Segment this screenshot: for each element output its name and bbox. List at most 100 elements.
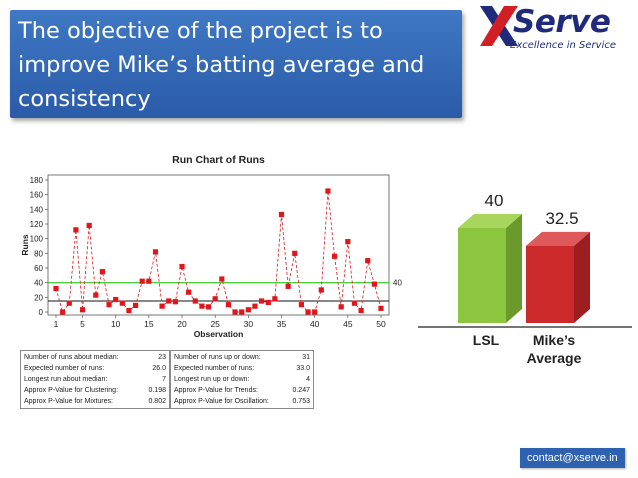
data-point <box>93 292 99 298</box>
stats-value: 33.0 <box>296 365 310 372</box>
data-point <box>60 309 66 315</box>
y-tick-label: 80 <box>34 249 43 258</box>
stats-value: 26.0 <box>152 365 166 372</box>
x-tick-label: 15 <box>144 319 154 329</box>
stats-label: Longest run up or down: <box>174 376 250 383</box>
series-line <box>55 190 382 313</box>
data-point <box>312 309 318 315</box>
data-point <box>152 249 159 255</box>
stats-value: 4 <box>306 376 310 383</box>
y-tick-label: 180 <box>30 176 44 185</box>
data-point <box>159 303 165 309</box>
y-axis-label: Runs <box>20 234 30 256</box>
data-point <box>219 276 225 282</box>
data-point <box>298 302 305 308</box>
logo-wordmark: Serve <box>513 4 611 40</box>
stats-label: Expected number of runs: <box>174 365 255 372</box>
stats-label: Approx P-Value for Clustering: <box>24 387 119 394</box>
data-point <box>86 222 92 229</box>
bar-value-label: 32.5 <box>545 209 578 228</box>
data-point <box>79 307 86 313</box>
stats-value: 0.198 <box>148 387 166 394</box>
slide-title: The objective of the project is to impro… <box>18 18 425 112</box>
bar <box>458 228 506 323</box>
data-point <box>338 304 344 310</box>
data-point <box>245 307 251 313</box>
data-point <box>99 269 106 275</box>
plot-frame <box>47 174 390 316</box>
stats-row: Approx P-Value for Clustering: 0.198 <box>24 385 166 396</box>
data-point <box>351 300 358 306</box>
data-point <box>365 258 371 264</box>
data-point <box>179 263 185 270</box>
stats-value: 23 <box>158 354 166 361</box>
data-point <box>205 304 212 310</box>
stats-box-updown: Number of runs up or down: 31 Expected num… <box>170 350 314 409</box>
data-point <box>239 309 245 315</box>
data-point <box>139 278 145 284</box>
x-tick-label: 20 <box>177 319 187 329</box>
logo-tagline: Excellence in Service <box>510 40 617 51</box>
data-point <box>278 211 285 218</box>
bar-category-label: Mike’s <box>533 332 575 348</box>
data-point <box>73 227 79 233</box>
stats-label: Approx P-Value for Oscillation: <box>174 398 269 405</box>
data-point <box>272 296 278 302</box>
data-point <box>146 278 152 284</box>
bar-side <box>506 214 522 323</box>
bar-top <box>458 214 522 228</box>
data-point <box>53 285 59 292</box>
title-banner: The objective of the project is to impro… <box>10 10 462 118</box>
data-point <box>325 188 331 194</box>
stats-label: Number of runs up or down: <box>174 354 261 361</box>
data-point <box>192 298 198 304</box>
bar-side <box>574 231 590 323</box>
data-point <box>285 283 291 289</box>
data-point <box>126 307 132 314</box>
stats-row: Expected number of runs: 26.0 <box>24 363 166 374</box>
bar-top <box>526 231 590 246</box>
stats-row: Number of runs up or down: 31 <box>174 352 310 363</box>
data-point <box>199 303 205 309</box>
bar-category-label: Average <box>527 350 582 366</box>
stats-value: 7 <box>162 376 166 383</box>
data-point <box>305 309 311 315</box>
stats-value: 0.247 <box>292 387 310 394</box>
data-point <box>212 296 218 302</box>
stats-value: 0.802 <box>148 398 166 405</box>
y-tick-label: 0 <box>39 308 44 317</box>
data-point <box>119 300 125 306</box>
x-tick-label: 50 <box>376 319 386 329</box>
contact-email[interactable]: contact@xserve.in <box>520 448 625 468</box>
stats-row: Longest run up or down: 4 <box>174 374 310 385</box>
data-point <box>66 300 72 306</box>
data-point <box>172 299 178 305</box>
data-point <box>252 303 258 309</box>
y-tick-label: 40 <box>34 279 43 288</box>
stats-label: Approx P-Value for Mixtures: <box>24 398 113 405</box>
stats-row: Approx P-Value for Mixtures: 0.802 <box>24 396 166 407</box>
data-point <box>331 253 338 259</box>
x-logo-icon <box>480 6 518 46</box>
stats-box-median: Number of runs about median: 23 Expected n… <box>20 350 170 409</box>
y-tick-label: 120 <box>30 220 44 229</box>
stats-label: Approx P-Value for Trends: <box>174 387 258 394</box>
data-point <box>378 305 384 311</box>
bar-value-label: 40 <box>485 195 504 210</box>
data-point <box>113 296 119 303</box>
x-tick-label: 30 <box>244 319 254 329</box>
stats-row: Number of runs about median: 23 <box>24 352 166 363</box>
data-point <box>259 298 265 304</box>
stats-row: Longest run about median: 7 <box>24 374 166 385</box>
stats-row: Approx P-Value for Oscillation: 0.753 <box>174 396 310 407</box>
stats-label: Number of runs about median: <box>24 354 119 361</box>
x-tick-label: 45 <box>343 319 353 329</box>
stats-label: Expected number of runs: <box>24 365 105 372</box>
chart-title: Run Chart of Runs <box>172 154 265 166</box>
data-point <box>166 298 172 304</box>
y-tick-label: 140 <box>30 205 44 214</box>
xserve-logo: Serve Excellence in Service <box>478 4 638 56</box>
x-tick-label: 10 <box>111 319 121 329</box>
stats-row: Expected number of runs: 33.0 <box>174 363 310 374</box>
y-tick-label: 160 <box>30 191 44 200</box>
